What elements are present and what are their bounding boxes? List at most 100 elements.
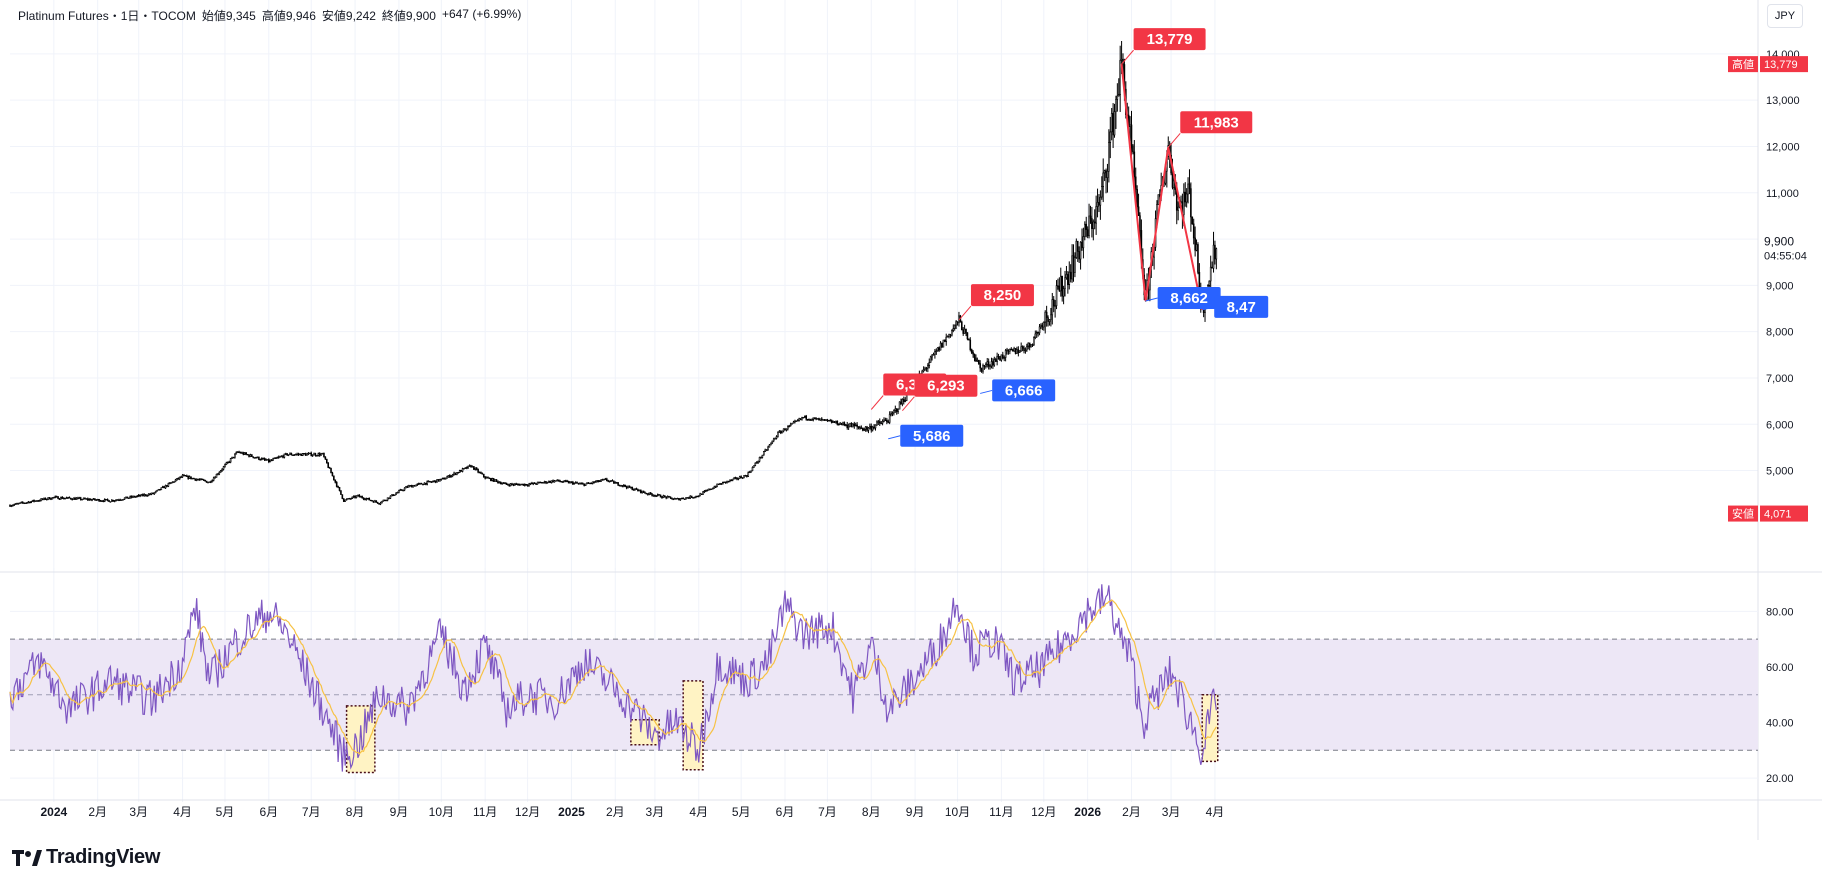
price-candle (594, 481, 597, 483)
price-candle (1079, 241, 1082, 260)
price-candle (94, 498, 96, 501)
rsi-axis[interactable]: 80.00 60.00 40.00 20.00 (1766, 606, 1794, 785)
peak-label: 6,293 (914, 374, 978, 397)
price-candle (215, 473, 218, 478)
price-candle (805, 415, 808, 420)
price-candle (979, 363, 981, 369)
price-candle (337, 486, 339, 488)
price-candle (738, 476, 741, 479)
price-candle (55, 496, 58, 498)
price-candle (1052, 299, 1055, 307)
price-candle (239, 452, 242, 454)
price-candle (579, 483, 581, 485)
price-candle (166, 485, 168, 487)
tradingview-logo[interactable]: TradingView (12, 846, 160, 869)
price-candle (433, 480, 436, 482)
price-candle (1038, 326, 1041, 334)
price-candle (969, 339, 972, 350)
time-tick-label: 10月 (945, 805, 970, 819)
price-candle (993, 359, 996, 366)
price-candle (665, 496, 668, 499)
price-candle (163, 486, 165, 489)
price-candle (580, 483, 583, 485)
price-candle (697, 495, 700, 498)
price-candle (751, 467, 754, 472)
price-candle (846, 424, 849, 428)
price-candle (1215, 248, 1218, 260)
price-candle (160, 487, 163, 491)
price-candle (627, 485, 629, 489)
price-candle (1112, 113, 1114, 136)
price-candle (900, 401, 902, 405)
price-candle (65, 497, 68, 499)
symbol-title[interactable]: Platinum Futures・1日・TOCOM (18, 9, 196, 23)
price-candle (840, 422, 843, 425)
price-candle (873, 426, 875, 429)
price-candle (955, 321, 957, 326)
price-candle (241, 452, 243, 454)
price-candle (361, 496, 363, 499)
price-candle (86, 498, 89, 501)
price-candle (147, 493, 150, 496)
price-candle (323, 452, 325, 458)
price-candle (1095, 206, 1097, 224)
price-candle (787, 425, 789, 430)
price-candle (169, 482, 171, 485)
trough-label-text: 8,47 (1227, 299, 1256, 316)
currency-button[interactable]: JPY (1767, 4, 1803, 28)
price-candle (860, 427, 863, 430)
price-candle (26, 502, 28, 504)
price-candle (398, 490, 400, 493)
price-candle (287, 454, 290, 456)
price-candle (526, 484, 529, 487)
price-candle (245, 452, 247, 455)
price-candle (625, 486, 628, 489)
price-candle (205, 480, 208, 483)
price-candle (98, 498, 100, 502)
price-candle (836, 420, 839, 425)
price-candle (719, 483, 721, 485)
price-candle (471, 466, 474, 468)
price-candle (430, 481, 433, 483)
price-candle (44, 497, 47, 500)
price-candle (413, 485, 416, 487)
price-candle (518, 484, 520, 486)
price-candle (1040, 324, 1042, 328)
price-candle (753, 465, 755, 468)
price-candle (689, 495, 692, 499)
price-candle (512, 484, 515, 486)
price-axis[interactable]: 14,00013,00012,00011,00010,0009,0008,000… (1728, 49, 1814, 522)
price-candle (446, 476, 448, 479)
peak-label: 11,983 (1180, 111, 1253, 134)
price-candle (272, 458, 274, 461)
price-candle (576, 482, 578, 484)
price-candle (968, 338, 970, 341)
price-candle (1000, 354, 1003, 361)
price-candle (1071, 255, 1073, 280)
price-candle (714, 486, 717, 488)
price-candle (258, 456, 260, 460)
price-candle (218, 471, 221, 475)
price-candle (115, 499, 117, 502)
price-candle (589, 482, 591, 485)
price-candle (88, 498, 90, 501)
time-tick-label: 3月 (129, 805, 148, 819)
price-candle (1171, 172, 1174, 188)
peak-label: 8,250 (970, 284, 1034, 307)
pattern-line (1120, 64, 1204, 311)
time-tick-label: 3月 (1162, 805, 1181, 819)
price-candle (450, 475, 453, 478)
price-candle (542, 482, 544, 484)
price-candle (159, 488, 161, 491)
price-candle (680, 497, 683, 500)
price-candle (523, 483, 526, 486)
price-candle (1048, 319, 1051, 322)
price-candle (1014, 348, 1017, 354)
price-candle (386, 497, 389, 501)
price-candle (125, 496, 127, 499)
time-axis[interactable]: 2024 2月 3月 4月 5月 6月 7月 8月 9月 10月 11月 12月 2025 2月 3月 4月 5… (40, 805, 1224, 819)
price-candle (79, 497, 82, 500)
price-candle (89, 498, 92, 501)
price-candle (729, 479, 731, 482)
